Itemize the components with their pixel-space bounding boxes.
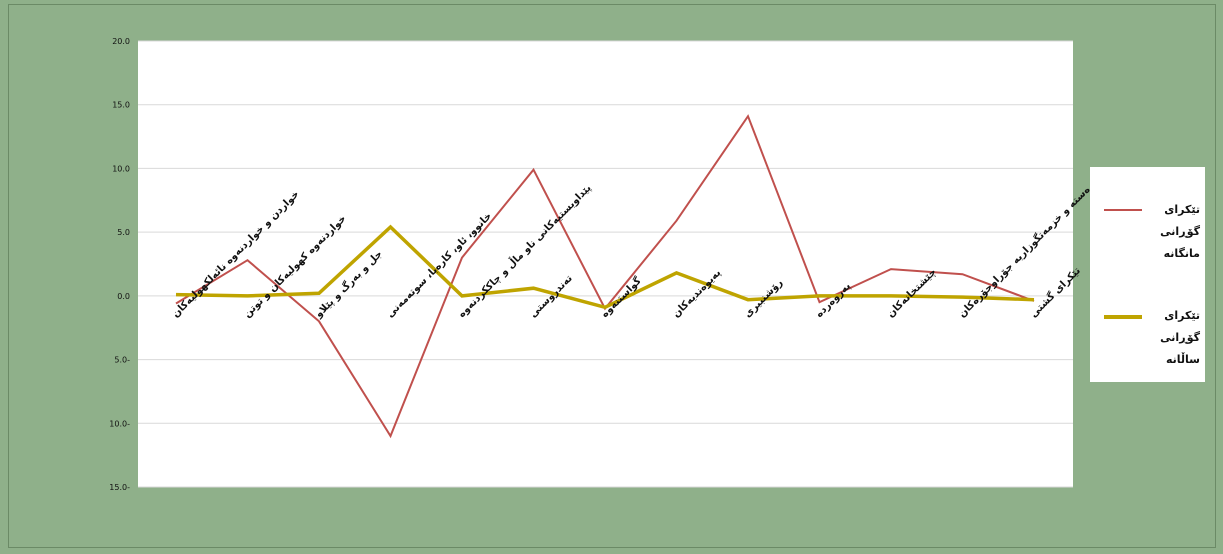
legend-label-annual: تێکرای گۆڕانی ساڵانە bbox=[1160, 309, 1200, 366]
y-tick-label: 10.0 bbox=[112, 164, 130, 173]
y-tick-label: 20.0 bbox=[112, 37, 130, 46]
y-axis: 20.0 15.0 10.0 5.0 0.0 5.0- 10.0- 15.0- bbox=[109, 37, 130, 492]
legend-label-monthly: تێکرای گۆڕانی مانگانە bbox=[1160, 203, 1200, 260]
legend: تێکرای گۆڕانی مانگانە تێکرای گۆڕانی ساڵا… bbox=[1090, 167, 1205, 382]
y-tick-label: 5.0 bbox=[117, 228, 130, 237]
legend-swatch-annual bbox=[1104, 315, 1142, 319]
chart-frame bbox=[8, 4, 1216, 548]
y-tick-label: 15.0 bbox=[112, 101, 130, 110]
y-tick-label: 5.0- bbox=[114, 356, 130, 365]
series-layer bbox=[175, 114, 1035, 439]
y-tick-label: 15.0- bbox=[109, 483, 130, 492]
legend-swatch-monthly bbox=[1104, 209, 1142, 211]
y-tick-label: 10.0- bbox=[109, 419, 130, 428]
plot-area bbox=[138, 41, 1073, 487]
y-tick-label: 0.0 bbox=[117, 292, 130, 301]
